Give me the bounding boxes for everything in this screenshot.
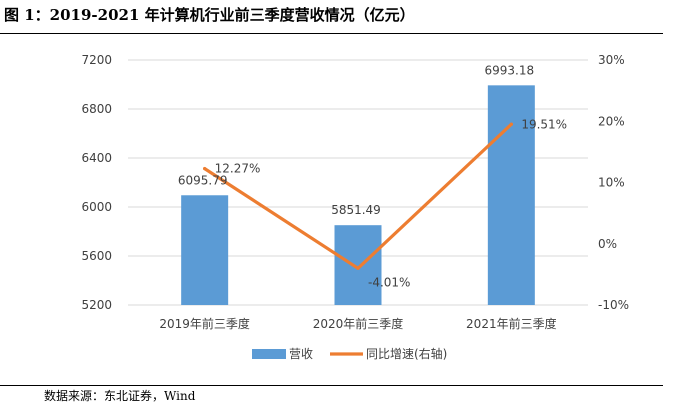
bar	[487, 85, 535, 305]
bar-value-label: 6993.18	[485, 63, 535, 77]
right-tick-label: 20%	[598, 114, 625, 128]
left-tick-label: 6000	[81, 200, 112, 214]
right-tick-label: 30%	[598, 53, 625, 67]
revenue-growth-chart: 6095.795851.496993.1812.27%-4.01%19.51% …	[81, 53, 629, 361]
line-value-label: -4.01%	[368, 275, 410, 289]
category-label: 2021年前三季度	[466, 316, 557, 331]
line-series	[203, 122, 513, 270]
left-tick-label: 5200	[81, 298, 112, 312]
line-point	[509, 122, 513, 126]
line-value-label: 12.27%	[215, 162, 261, 176]
line-point	[203, 166, 207, 171]
legend-line-label: 同比增速(右轴)	[366, 346, 447, 361]
legend-bar-label: 营收	[289, 347, 313, 361]
right-tick-label: 0%	[598, 237, 617, 251]
x-axis: 2019年前三季度 2020年前三季度 2021年前三季度	[159, 316, 556, 331]
footer-divider	[0, 385, 663, 386]
source-note: 数据来源：东北证券，Wind	[44, 389, 196, 403]
left-axis: 5200 5600 6000 6400 6800 7200	[81, 53, 112, 312]
right-tick-label: 10%	[598, 176, 625, 190]
right-axis: -10% 0% 10% 20% 30%	[598, 53, 629, 312]
bar-series	[181, 85, 535, 305]
bar	[334, 225, 382, 305]
data-labels: 6095.79 5851.49 6993.18 12.27% -4.01% 19.51%	[178, 63, 567, 289]
left-tick-label: 7200	[81, 53, 112, 67]
legend-bar-swatch	[252, 349, 286, 359]
line-value-label: 19.51%	[521, 117, 567, 131]
right-tick-label: -10%	[598, 298, 629, 312]
bar-value-label: 6095.79	[178, 173, 228, 187]
title-divider	[0, 33, 663, 34]
legend: 营收 同比增速(右轴)	[252, 346, 447, 361]
left-tick-label: 6800	[81, 102, 112, 116]
page-title: 图 1：2019-2021 年计算机行业前三季度营收情况（亿元）	[4, 6, 415, 24]
bar	[181, 195, 229, 305]
category-label: 2019年前三季度	[159, 316, 250, 331]
bar-value-label: 5851.49	[331, 203, 381, 217]
left-tick-label: 6400	[81, 151, 112, 165]
left-tick-label: 5600	[81, 249, 112, 263]
line-point	[356, 266, 360, 270]
category-label: 2020年前三季度	[313, 316, 404, 331]
